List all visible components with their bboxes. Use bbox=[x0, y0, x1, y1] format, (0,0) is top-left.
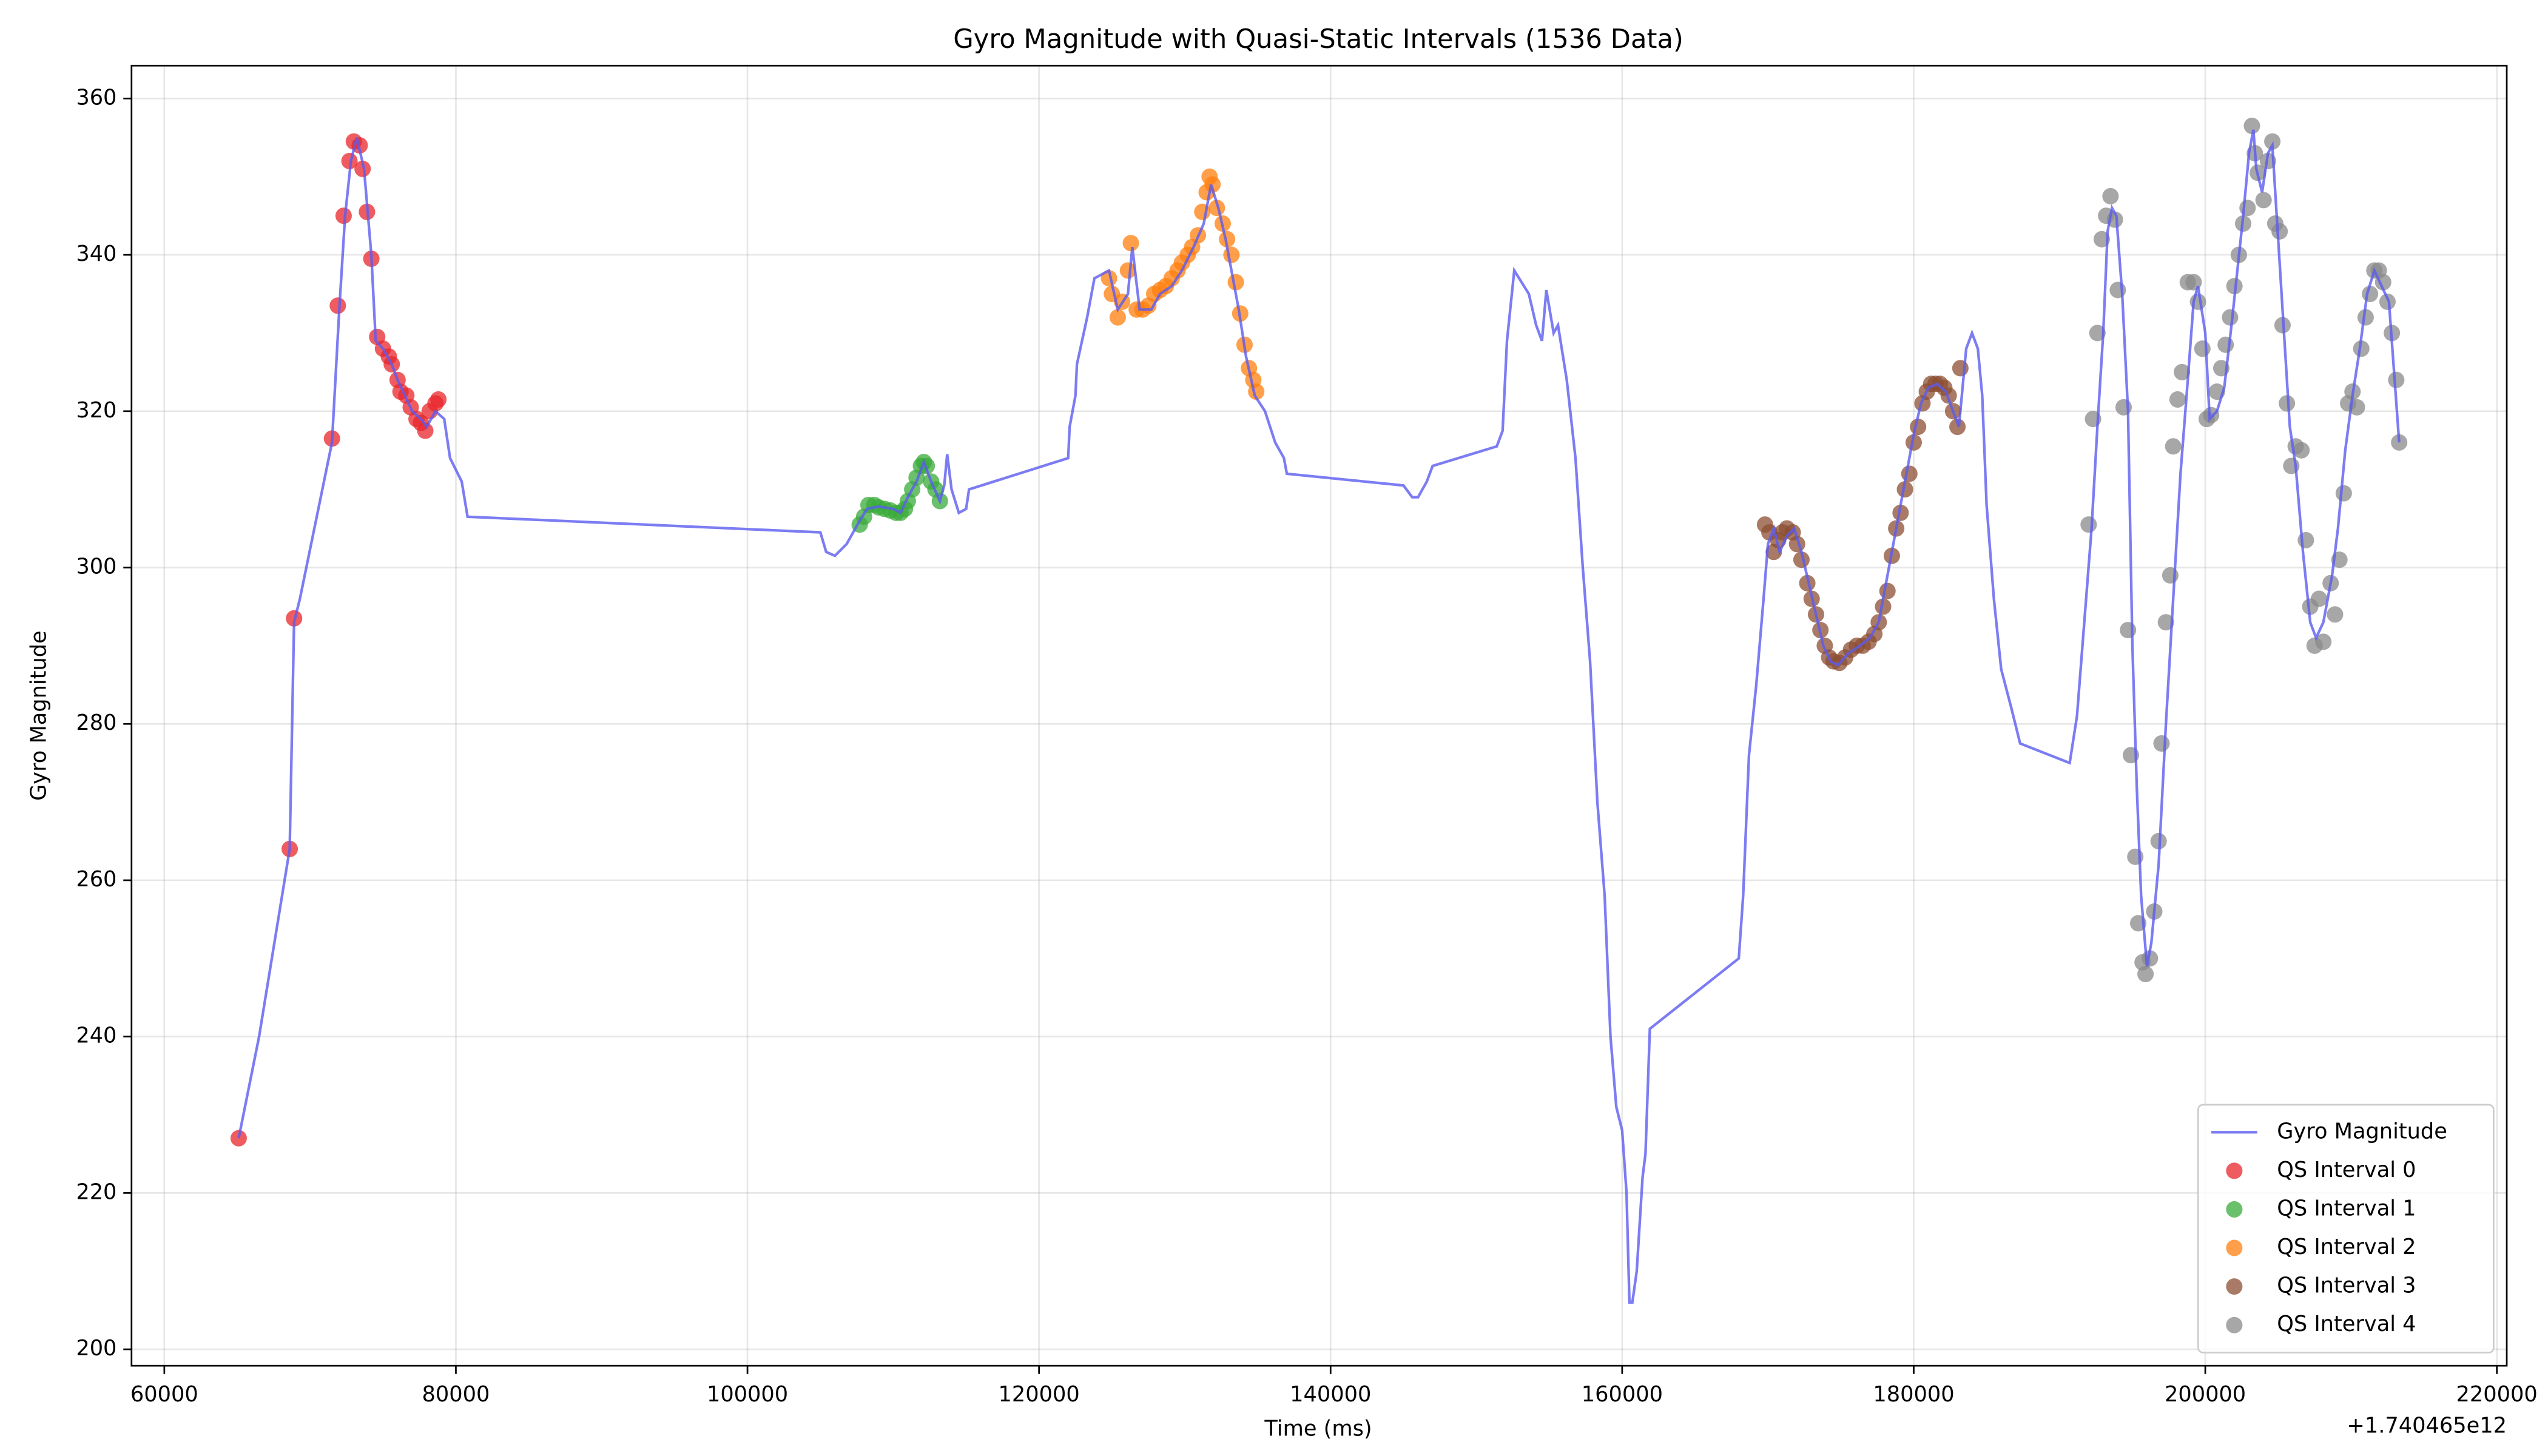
scatter-point bbox=[2271, 223, 2288, 240]
scatter-point bbox=[2310, 590, 2328, 607]
scatter-point bbox=[2239, 200, 2256, 217]
scatter-point bbox=[1223, 246, 1240, 263]
axes-frame bbox=[130, 64, 2508, 1367]
scatter-point bbox=[1896, 481, 1913, 498]
scatter-point bbox=[2297, 531, 2314, 548]
x-tick-label: 80000 bbox=[422, 1382, 490, 1407]
scatter-point bbox=[341, 152, 358, 169]
scatter-point bbox=[2388, 371, 2405, 388]
x-offset-label: +1.740465e12 bbox=[2347, 1413, 2507, 1438]
scatter-point bbox=[2120, 622, 2137, 639]
x-axis-label: Time (ms) bbox=[1264, 1417, 1372, 1441]
scatter-point bbox=[2357, 309, 2374, 326]
legend: Gyro Magnitude QS Interval 0 QS Interval 1… bbox=[2197, 1104, 2495, 1353]
scatter-point bbox=[2194, 340, 2211, 357]
scatter-point bbox=[2153, 735, 2170, 752]
plot-area bbox=[131, 66, 2507, 1366]
scatter-point bbox=[354, 160, 371, 177]
scatter-point bbox=[2203, 406, 2220, 423]
scatter-point bbox=[335, 207, 352, 224]
legend-label: QS Interval 4 bbox=[2277, 1312, 2416, 1336]
x-tick-label: 160000 bbox=[1582, 1382, 1663, 1407]
scatter-point bbox=[1892, 504, 1909, 521]
scatter-point bbox=[1119, 262, 1136, 279]
scatter-point bbox=[2315, 633, 2332, 650]
scatter-point bbox=[1875, 598, 1892, 615]
scatter-point bbox=[329, 297, 346, 314]
x-tick-label: 60000 bbox=[130, 1382, 198, 1407]
scatter-point bbox=[2217, 336, 2234, 353]
scatter-point bbox=[1208, 200, 1225, 217]
y-tick-label: 340 bbox=[76, 241, 116, 266]
legend-swatch bbox=[2226, 1201, 2243, 1218]
scatter-point bbox=[417, 422, 434, 439]
y-tick-label: 240 bbox=[76, 1023, 116, 1048]
legend-label: QS Interval 2 bbox=[2277, 1235, 2416, 1259]
scatter-point bbox=[2222, 309, 2239, 326]
scatter-point bbox=[1204, 176, 1221, 193]
scatter-point bbox=[2327, 606, 2344, 623]
x-tick-label: 200000 bbox=[2165, 1382, 2246, 1407]
scatter-point bbox=[2264, 133, 2281, 150]
scatter-point bbox=[2157, 614, 2174, 631]
scatter-point bbox=[2255, 192, 2272, 209]
scatter-point bbox=[1109, 309, 1126, 326]
scatter-point bbox=[1901, 465, 1918, 482]
y-tick-label: 280 bbox=[76, 710, 116, 735]
legend-box bbox=[2197, 1104, 2495, 1353]
scatter-point bbox=[2137, 966, 2154, 983]
y-tick-label: 360 bbox=[76, 85, 116, 110]
scatter-point bbox=[430, 391, 447, 408]
scatter-point bbox=[2165, 438, 2182, 455]
scatter-point bbox=[1122, 235, 1139, 252]
x-tick-label: 220000 bbox=[2456, 1382, 2538, 1407]
scatter-point bbox=[2379, 293, 2396, 310]
scatter-point bbox=[230, 1130, 247, 1147]
scatter-point bbox=[2115, 399, 2132, 416]
line-series bbox=[237, 129, 2401, 1304]
y-tick-label: 260 bbox=[76, 867, 116, 892]
scatter-point bbox=[2102, 187, 2119, 204]
legend-label: QS Interval 3 bbox=[2277, 1273, 2416, 1298]
legend-label: QS Interval 1 bbox=[2277, 1196, 2416, 1221]
scatter-point bbox=[2335, 485, 2352, 502]
y-tick-label: 200 bbox=[76, 1336, 116, 1361]
scatter-point bbox=[2243, 117, 2260, 134]
scatter-point bbox=[2353, 340, 2370, 357]
x-tick-label: 100000 bbox=[707, 1382, 788, 1407]
scatter-point bbox=[1219, 231, 1236, 248]
scatter-point bbox=[2089, 325, 2106, 342]
x-tick-label: 140000 bbox=[1290, 1382, 1371, 1407]
y-axis-label: Gyro Magnitude bbox=[26, 630, 51, 801]
legend-swatch bbox=[2226, 1316, 2243, 1333]
y-tick-label: 220 bbox=[76, 1179, 116, 1204]
legend-swatch bbox=[2226, 1278, 2243, 1295]
scatter-point bbox=[1905, 434, 1923, 451]
scatter-point bbox=[2279, 395, 2296, 412]
legend-swatch bbox=[2226, 1162, 2243, 1179]
legend-label: QS Interval 0 bbox=[2277, 1158, 2416, 1182]
scatter-point bbox=[1879, 582, 1896, 599]
x-tick-label: 180000 bbox=[1873, 1382, 1954, 1407]
y-tick-label: 320 bbox=[76, 398, 116, 423]
scatter-point bbox=[2169, 391, 2186, 408]
scatter-point bbox=[1949, 419, 1966, 436]
legend-label: Gyro Magnitude bbox=[2277, 1119, 2447, 1144]
chart-title: Gyro Magnitude with Quasi-Static Interva… bbox=[953, 24, 1684, 55]
scatter-point bbox=[2174, 363, 2191, 380]
legend-swatch bbox=[2226, 1239, 2243, 1256]
scatter-point bbox=[2080, 516, 2097, 533]
scatter-point bbox=[1799, 575, 1816, 592]
x-tick-label: 120000 bbox=[999, 1382, 1080, 1407]
scatter-point bbox=[2391, 434, 2408, 451]
scatter-point bbox=[1100, 270, 1117, 287]
y-tick-label: 300 bbox=[76, 554, 116, 579]
scatter-point bbox=[2293, 442, 2310, 459]
